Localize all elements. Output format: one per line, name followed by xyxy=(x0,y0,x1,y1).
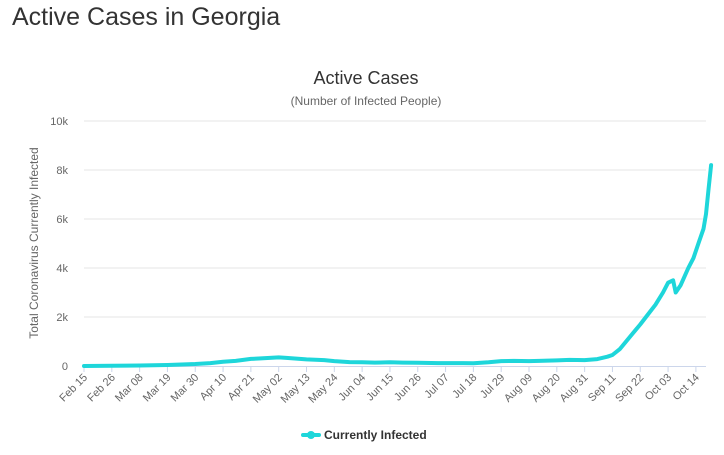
x-tick-label: Feb 15 xyxy=(57,372,90,405)
legend-symbol-marker xyxy=(307,431,315,439)
y-axis-title: Total Coronavirus Currently Infected xyxy=(27,147,41,338)
x-tick-label: Aug 09 xyxy=(502,372,535,405)
y-tick-label: 10k xyxy=(50,116,68,128)
x-tick-label: Sep 22 xyxy=(613,372,646,405)
x-tick-label: Apr 10 xyxy=(198,372,229,403)
y-tick-label: 2k xyxy=(56,312,68,324)
x-tick-label: Jul 18 xyxy=(450,372,479,401)
x-tick-label: Feb 26 xyxy=(85,372,118,405)
x-tick-label: Jul 07 xyxy=(422,372,451,401)
x-tick-label: May 02 xyxy=(251,372,285,406)
chart-title: Active Cases xyxy=(313,68,418,88)
legend-label[interactable]: Currently Infected xyxy=(324,428,427,442)
y-tick-label: 4k xyxy=(56,263,68,275)
x-tick-label: Aug 20 xyxy=(530,372,563,405)
legend[interactable]: Currently Infected xyxy=(301,428,427,442)
x-tick-label: Oct 03 xyxy=(643,372,674,403)
x-tick-label: Jun 04 xyxy=(336,372,368,404)
series-line-currently-infected[interactable] xyxy=(82,163,714,368)
y-tick-label: 0 xyxy=(62,361,68,373)
x-tick-label: Mar 19 xyxy=(141,372,174,405)
y-tick-label: 6k xyxy=(56,214,68,226)
y-axis-ticks: 0 2k 4k 6k 8k 10k xyxy=(50,116,68,373)
x-tick-label: Mar 08 xyxy=(113,372,146,405)
x-tick-label: Aug 31 xyxy=(558,372,591,405)
x-tick-label: May 24 xyxy=(306,372,340,406)
x-tick-label: Sep 11 xyxy=(586,372,619,405)
gridlines xyxy=(84,120,706,318)
x-tick-label: Jun 15 xyxy=(364,372,396,404)
series-layer xyxy=(82,163,714,368)
x-tick-label: Oct 14 xyxy=(671,372,702,403)
page-title: Active Cases in Georgia xyxy=(12,3,281,31)
x-tick-label: Mar 30 xyxy=(169,372,202,405)
x-tick-label: May 13 xyxy=(279,372,313,406)
chart-subtitle: (Number of Infected People) xyxy=(291,94,442,108)
y-tick-label: 8k xyxy=(56,165,68,177)
x-tick-label: Jun 26 xyxy=(392,372,424,404)
